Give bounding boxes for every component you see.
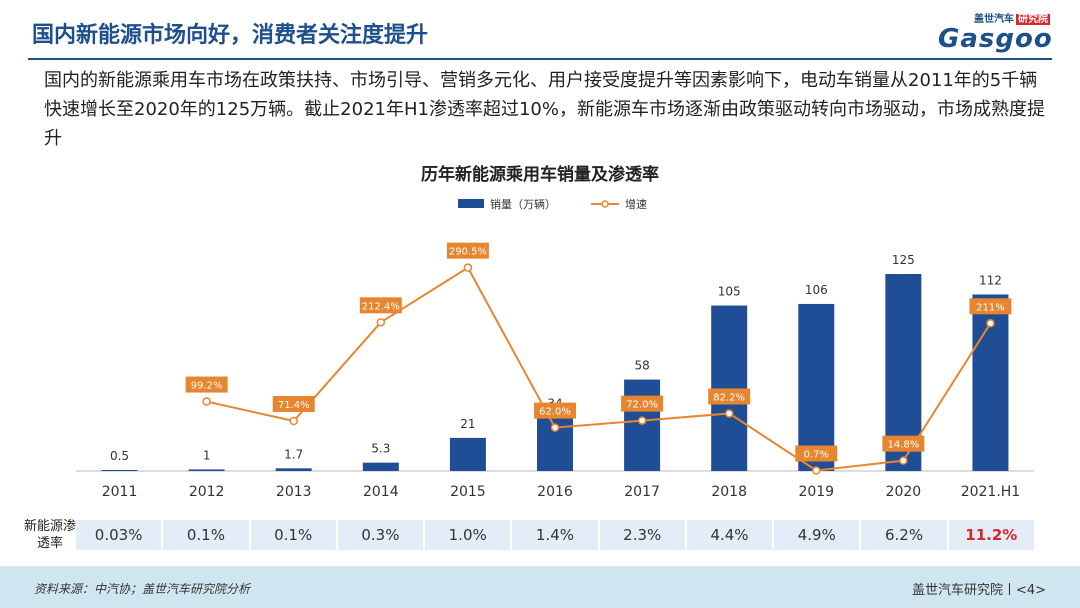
penetration-cell: 1.4% (512, 520, 598, 550)
growth-label: 99.2% (191, 381, 223, 392)
x-tick-label: 2013 (276, 484, 312, 500)
sales-bar-label: 5.3 (371, 442, 390, 456)
x-tick-label: 2014 (363, 484, 399, 500)
penetration-cell: 0.03% (76, 520, 162, 550)
sales-bar-label: 0.5 (110, 449, 129, 463)
x-tick-label: 2015 (450, 484, 486, 500)
penetration-cell: 4.4% (686, 520, 773, 550)
sales-bar-label: 106 (805, 283, 828, 297)
chart-axis-group: 2011 2012 2013 2014 2015 2016 2017 2018 2019 2020… (76, 470, 1034, 500)
intro-paragraph: 国内的新能源乘用车市场在政策扶持、市场引导、营销多元化、用户接受度提升等因素影响… (44, 70, 1045, 149)
sales-bar (188, 469, 225, 471)
sales-bar-label: 105 (718, 285, 741, 299)
chart-title: 历年新能源乘用车销量及渗透率 (421, 165, 659, 185)
x-tick-label: 2011 (102, 484, 138, 500)
legend-line-marker (601, 200, 609, 208)
x-tick-label: 2020 (886, 484, 922, 500)
growth-label: 14.8% (887, 440, 919, 451)
penetration-row-label: 新能源渗透率 (24, 519, 77, 551)
penetration-cell: 1.0% (425, 520, 511, 550)
growth-point (986, 319, 995, 328)
penetration-cell: 2.3% (599, 520, 685, 550)
growth-label-box (185, 376, 228, 393)
sales-bar-label: 112 (979, 273, 1002, 287)
growth-label-box (621, 395, 664, 412)
bar-series-group: 0.511.75.3213458105106125112 (101, 253, 1009, 471)
penetration-cell: 0.1% (163, 520, 249, 550)
penetration-cell: 11.2% (948, 520, 1034, 550)
logo-badge: 研究院 (1016, 14, 1050, 25)
legend-bar-swatch (458, 199, 484, 208)
growth-point (899, 456, 908, 465)
growth-label-box (446, 242, 489, 259)
title-divider (28, 58, 1052, 60)
penetration-cell: 4.9% (774, 520, 860, 550)
growth-label-box (534, 402, 576, 419)
gasgoo-logo: 盖世汽车 研究院 Gasgoo (938, 10, 1053, 54)
growth-point (202, 397, 211, 406)
growth-line (206, 266, 992, 472)
footer-source: 资料来源：中汽协；盖世汽车研究院分析 (34, 582, 251, 596)
growth-point (463, 263, 473, 272)
footer-org-page: 盖世汽车研究院丨<4> (911, 583, 1046, 598)
sales-bar-label: 125 (892, 253, 915, 267)
growth-label-box (359, 297, 402, 314)
growth-label: 82.2% (713, 392, 745, 403)
growth-label-box (272, 396, 315, 413)
line-series-group: 99.2% 71.4% 212.4% 290.5% 62.0% 72.0% 82.2% 0.7… (185, 242, 1012, 475)
sales-bar (101, 470, 138, 471)
growth-point (376, 318, 386, 327)
x-tick-label: 2021.H1 (961, 484, 1021, 500)
logo-wordmark: Gasgoo (938, 24, 1053, 54)
x-tick-label: 2017 (624, 484, 660, 500)
sales-bar (711, 305, 748, 471)
growth-label: 72.0% (626, 400, 658, 411)
sales-bar-label: 1 (203, 448, 211, 462)
x-tick-label: 2016 (537, 484, 573, 500)
sales-bar-label: 1.7 (284, 447, 303, 461)
growth-label-box (708, 388, 751, 405)
growth-label: 212.4% (362, 301, 400, 312)
footer-bar: 资料来源：中汽协；盖世汽车研究院分析 盖世汽车研究院丨<4> (0, 566, 1080, 608)
growth-label: 290.5% (449, 247, 487, 258)
chart-legend: 销量（万辆） 增速 (458, 197, 647, 211)
growth-point (637, 416, 647, 425)
legend-bar-label: 销量（万辆） (490, 197, 556, 211)
penetration-row: 0.03% 0.1% 0.1% 0.3% 1.0% 1.4% 2.3% 4.4% 4.9% 6.2… (76, 520, 1036, 550)
logo-top-line: 盖世汽车 研究院 (938, 10, 1050, 25)
penetration-cell: 0.3% (337, 520, 424, 550)
page-title: 国内新能源市场向好，消费者关注度提升 (32, 23, 429, 48)
legend-line-label: 增速 (625, 197, 647, 211)
growth-label: 62.0% (539, 407, 571, 418)
logo-top-text: 盖世汽车 (974, 14, 1014, 25)
growth-label: 211% (976, 302, 1005, 313)
sales-bar-label: 58 (634, 359, 649, 373)
sales-bar (275, 468, 312, 471)
growth-label: 71.4% (278, 400, 310, 411)
penetration-cell: 0.1% (250, 520, 336, 550)
growth-point (812, 466, 821, 475)
sales-bar (449, 437, 486, 471)
x-tick-label: 2019 (798, 484, 834, 500)
penetration-cell: 6.2% (861, 520, 947, 550)
growth-label-box (969, 298, 1012, 315)
x-tick-label: 2012 (189, 484, 225, 500)
growth-point (724, 409, 734, 418)
sales-bar (624, 379, 661, 471)
x-tick-label: 2018 (711, 484, 747, 500)
growth-point (550, 423, 560, 432)
sales-bar (362, 462, 399, 471)
sales-chart: 2011 2012 2013 2014 2015 2016 2017 2018 2019 2020… (76, 197, 1034, 500)
growth-label: 0.7% (804, 450, 829, 461)
growth-point (289, 416, 298, 426)
growth-label-box (795, 445, 838, 462)
sales-bar (798, 303, 835, 471)
growth-label-box (882, 435, 925, 452)
sales-bar-label: 21 (460, 417, 475, 431)
